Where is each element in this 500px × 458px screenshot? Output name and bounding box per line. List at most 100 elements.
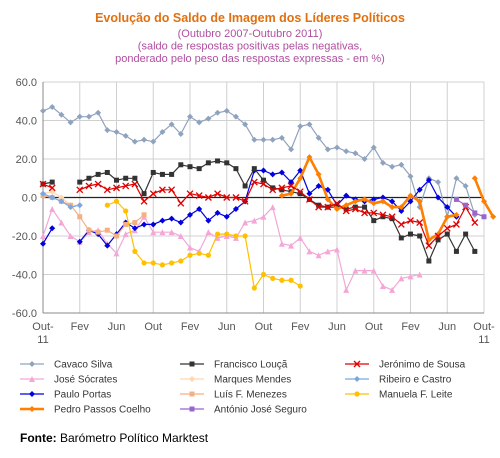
data-point	[131, 180, 139, 188]
data-point	[178, 162, 184, 168]
data-point	[443, 224, 451, 232]
legend-item: Paulo Portas	[20, 390, 111, 401]
data-point	[214, 234, 221, 241]
data-point	[306, 154, 313, 161]
data-point	[67, 233, 74, 239]
data-point	[86, 175, 92, 181]
data-point	[168, 121, 175, 128]
data-point	[113, 198, 120, 204]
data-point	[58, 219, 65, 226]
data-point	[122, 182, 130, 190]
data-point	[370, 200, 377, 207]
legend-marker	[29, 376, 35, 382]
data-point	[315, 252, 322, 259]
data-point	[177, 199, 185, 207]
data-point	[40, 233, 46, 239]
series-pedro-passos-coelho	[278, 154, 497, 243]
legend-label: José Sócrates	[54, 375, 117, 386]
data-point	[297, 191, 303, 197]
data-point	[288, 242, 295, 249]
data-point	[178, 258, 184, 264]
data-point	[315, 134, 322, 141]
series-francisco-lou-	[40, 158, 478, 264]
data-point	[67, 119, 74, 126]
data-point	[297, 123, 304, 130]
data-point	[141, 212, 147, 218]
data-point	[453, 211, 460, 218]
data-point	[270, 275, 276, 281]
data-point	[114, 233, 119, 239]
legend-item: Ribeiro e Castro	[345, 375, 452, 386]
data-point	[187, 113, 193, 120]
data-point	[362, 204, 368, 210]
data-point	[426, 258, 432, 264]
x-tick-label: Out-11	[473, 321, 495, 346]
data-point	[435, 237, 441, 243]
data-point	[389, 216, 395, 222]
data-point	[315, 171, 322, 178]
series-line	[42, 206, 420, 291]
legend-label: Francisco Louçã	[214, 360, 288, 371]
legend-item: Marques Mendes	[180, 375, 291, 386]
data-point	[269, 204, 276, 211]
data-point	[315, 203, 323, 211]
data-point	[398, 204, 405, 211]
data-point	[416, 219, 424, 226]
data-point	[324, 248, 331, 255]
data-point	[278, 169, 285, 176]
data-point	[223, 194, 231, 201]
data-point	[49, 179, 55, 185]
y-tick-label: 20.0	[16, 154, 37, 166]
data-point	[444, 231, 450, 237]
legend-marker	[29, 406, 35, 412]
y-tick-label: 0.0	[22, 193, 37, 205]
data-point	[343, 192, 350, 199]
data-point	[232, 206, 239, 213]
data-point	[380, 214, 386, 220]
data-point	[453, 196, 459, 202]
y-tick-label: -60.0	[12, 308, 37, 320]
data-point	[389, 198, 396, 205]
data-point	[379, 159, 386, 166]
data-point	[40, 190, 46, 197]
data-point	[324, 196, 331, 203]
y-axis: -60.0 -40.0 -20.0 0.0 20.0 40.0 60.0	[12, 77, 37, 320]
data-point	[452, 220, 460, 228]
chart-grid	[42, 81, 485, 314]
legend-item: António José Seguro	[180, 405, 307, 416]
data-point	[187, 211, 193, 218]
data-point	[305, 195, 313, 203]
data-point	[288, 190, 295, 197]
chart-title: Evolução do Saldo de Imagem dos Líderes …	[95, 11, 405, 25]
data-point	[132, 175, 138, 181]
legend-label: Jerónimo de Sousa	[379, 360, 466, 371]
data-point	[425, 177, 432, 184]
data-point	[58, 198, 65, 205]
series-layer	[39, 104, 497, 293]
x-tick-label: Fev	[71, 321, 90, 333]
data-point	[58, 111, 65, 118]
data-point	[490, 213, 497, 220]
legend-label: Manuela F. Leite	[379, 390, 453, 401]
chart-titles: Evolução do Saldo de Imagem dos Líderes …	[95, 11, 405, 65]
data-point	[296, 188, 304, 196]
data-point	[251, 136, 258, 143]
data-point	[407, 273, 414, 280]
data-point	[398, 275, 405, 282]
data-point	[389, 204, 396, 211]
data-point	[67, 204, 74, 211]
data-point	[388, 213, 396, 221]
x-tick-label: Jun	[328, 321, 346, 333]
data-point	[334, 246, 340, 253]
x-tick-label: Jun	[438, 321, 456, 333]
data-point	[242, 183, 248, 189]
data-point	[113, 250, 120, 257]
data-point	[76, 186, 84, 194]
data-point	[343, 286, 350, 293]
legend-marker	[354, 376, 360, 382]
data-point	[361, 156, 368, 162]
data-point	[95, 109, 102, 116]
data-point	[278, 192, 285, 199]
data-point	[114, 177, 119, 183]
data-point	[141, 191, 147, 197]
